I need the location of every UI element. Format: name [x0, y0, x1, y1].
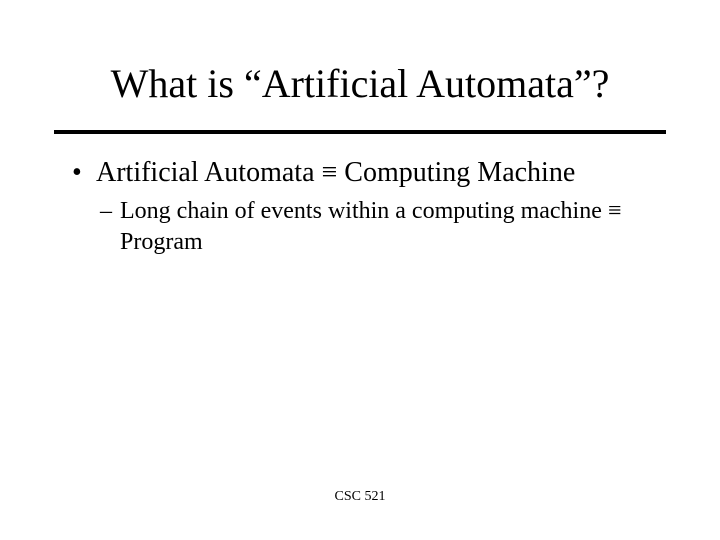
bullet-text: Artificial Automata ≡ Computing Machine [96, 155, 662, 190]
slide: What is “Artificial Automata”? • Artific… [0, 0, 720, 540]
bullet-marker: • [72, 155, 96, 190]
slide-footer: CSC 521 [0, 489, 720, 505]
sub-bullet-text: Long chain of events within a computing … [120, 196, 662, 258]
title-divider [54, 130, 666, 134]
slide-body: • Artificial Automata ≡ Computing Machin… [72, 155, 662, 258]
slide-title: What is “Artificial Automata”? [0, 60, 720, 107]
bullet-item: • Artificial Automata ≡ Computing Machin… [72, 155, 662, 190]
sub-bullet-marker: – [100, 196, 120, 227]
sub-bullet-item: – Long chain of events within a computin… [100, 196, 662, 258]
